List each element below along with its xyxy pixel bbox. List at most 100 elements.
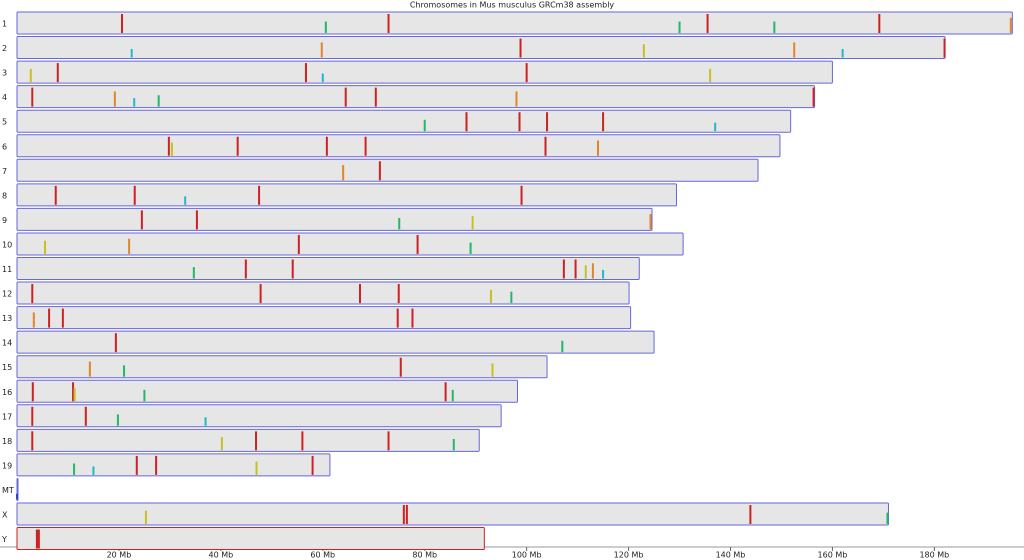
feature-spike (130, 49, 133, 58)
feature-spike (311, 455, 314, 475)
feature-spike (1009, 17, 1012, 33)
feature-spike (591, 263, 594, 279)
feature-spike (714, 122, 717, 132)
feature-spike (444, 382, 447, 402)
chromosome-label: 5 (2, 118, 7, 127)
feature-spike (423, 119, 426, 132)
feature-spike (54, 185, 57, 205)
feature-spike (405, 505, 408, 524)
feature-spike (120, 14, 123, 33)
chromosome-bar (16, 428, 480, 452)
chromosome-bar (16, 281, 630, 305)
feature-spike (73, 463, 76, 475)
feature-spike (878, 14, 881, 33)
feature-spike (471, 216, 474, 230)
chromosome-bar (16, 306, 632, 330)
feature-spike (773, 21, 776, 33)
feature-spike (574, 259, 577, 279)
feature-spike (61, 308, 64, 328)
x-tick-label: 120 Mb (614, 551, 644, 560)
feature-spike (364, 136, 367, 156)
feature-spike (396, 308, 399, 328)
feature-spike (167, 136, 170, 156)
feature-spike (123, 365, 126, 377)
chart-title: Chromosomes in Mus musculus GRCm38 assem… (410, 1, 615, 10)
feature-spike (452, 438, 455, 451)
feature-spike (387, 431, 390, 451)
feature-spike (135, 455, 138, 475)
feature-spike (649, 214, 652, 230)
chromosome-bar (16, 527, 485, 551)
feature-spike (29, 68, 32, 83)
feature-spike (399, 357, 402, 377)
feature-spike (397, 284, 400, 304)
x-tick-label: 100 Mb (512, 551, 542, 560)
x-tick-label: 160 Mb (818, 551, 848, 560)
feature-spike (236, 136, 239, 156)
x-tick-label: 60 Mb (310, 551, 335, 560)
feature-spike (812, 87, 815, 107)
feature-spike (678, 21, 681, 33)
feature-spike (31, 87, 34, 107)
feature-spike (489, 289, 492, 304)
feature-spike (886, 512, 889, 524)
feature-spike (44, 240, 47, 254)
chromosome-label: 10 (2, 240, 12, 249)
feature-spike (31, 431, 34, 451)
chromosome-label: Y (1, 535, 7, 544)
chromosome-bar (16, 502, 889, 526)
feature-spike (546, 112, 549, 132)
chromosome-label: 19 (2, 461, 12, 470)
feature-spike (602, 269, 605, 279)
feature-spike (204, 417, 207, 426)
chromosome-label: 18 (2, 437, 12, 446)
chromosome-bar (16, 207, 653, 231)
chromosome-label: 11 (2, 265, 12, 274)
feature-spike (344, 87, 347, 107)
x-tick-label: 180 Mb (919, 551, 949, 560)
feature-spike (749, 505, 752, 524)
feature-spike (324, 21, 327, 33)
feature-spike (35, 529, 40, 549)
chromosome-label: 14 (2, 339, 12, 348)
chromosome-label: 16 (2, 388, 12, 397)
chromosome-bar (16, 85, 816, 109)
chromosome-label: 7 (2, 167, 7, 176)
feature-spike (491, 363, 494, 377)
feature-spike (304, 63, 307, 83)
feature-spike (144, 510, 147, 524)
chromosome-label: 13 (2, 314, 12, 323)
chromosome-bar (16, 330, 655, 354)
x-tick-label: 140 Mb (716, 551, 746, 560)
feature-spike (157, 95, 160, 107)
feature-spike (48, 308, 51, 328)
feature-spike (113, 91, 116, 107)
feature-spike (451, 389, 454, 402)
feature-spike (321, 73, 324, 83)
feature-spike (584, 265, 587, 279)
chromosome-label: 3 (2, 69, 7, 78)
feature-spike (374, 87, 377, 107)
feature-spike (301, 431, 304, 451)
feature-spike (72, 382, 75, 402)
feature-spike (195, 210, 198, 230)
feature-spike (642, 44, 645, 58)
feature-spike (88, 361, 91, 377)
feature-spike (411, 308, 414, 328)
feature-spike (416, 234, 419, 254)
chromosome-bar (16, 36, 946, 60)
feature-spike (520, 185, 523, 205)
chromosome-bar (16, 183, 677, 207)
feature-spike (525, 63, 528, 83)
feature-spike (562, 259, 565, 279)
chromosome-label: X (2, 511, 8, 520)
feature-spike (943, 38, 946, 58)
feature-spike (841, 49, 844, 58)
feature-spike (291, 259, 294, 279)
feature-spike (31, 406, 34, 426)
feature-spike (544, 136, 547, 156)
feature-spike (92, 466, 95, 475)
feature-spike (515, 91, 518, 107)
chromosome-bar (16, 158, 759, 182)
chromosome-bar (16, 379, 518, 403)
